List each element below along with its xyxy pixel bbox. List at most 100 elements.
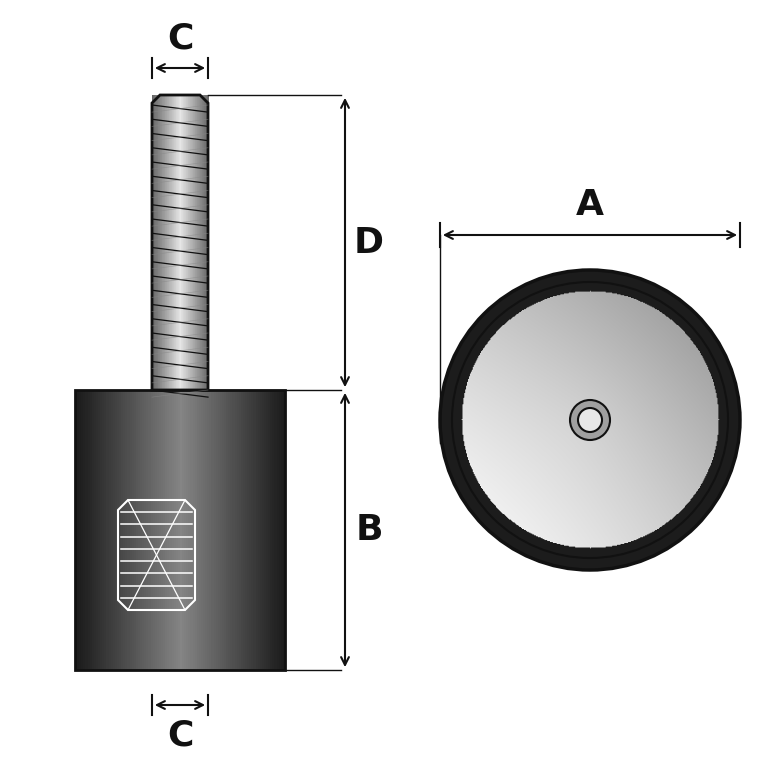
Bar [170, 95, 172, 390]
Bar [171, 95, 173, 390]
Bar [94, 390, 97, 670]
Bar [241, 390, 244, 670]
Bar [210, 390, 213, 670]
Bar [153, 95, 155, 390]
Bar [222, 390, 225, 670]
Bar [260, 390, 263, 670]
Bar [90, 390, 93, 670]
Bar [256, 390, 259, 670]
Bar [189, 95, 191, 390]
Bar [203, 95, 205, 390]
Bar [186, 390, 189, 670]
Bar [191, 95, 193, 390]
Bar [144, 390, 147, 670]
Bar [190, 95, 192, 390]
Bar [245, 390, 249, 670]
Bar [179, 95, 181, 390]
Bar [102, 390, 105, 670]
Bar [174, 95, 175, 390]
Bar [183, 95, 185, 390]
Bar [96, 390, 99, 670]
Bar [247, 390, 250, 670]
Bar [140, 390, 143, 670]
Bar [165, 95, 167, 390]
Bar [218, 390, 221, 670]
Bar [174, 95, 176, 390]
Bar [195, 390, 198, 670]
Bar [270, 390, 273, 670]
Bar [201, 95, 203, 390]
Bar [167, 95, 168, 390]
Bar [134, 390, 137, 670]
Bar [176, 390, 179, 670]
Bar [173, 95, 174, 390]
Bar [231, 390, 234, 670]
Text: D: D [354, 225, 384, 259]
Bar [184, 95, 186, 390]
Bar [205, 390, 208, 670]
Bar [177, 95, 178, 390]
Bar [150, 390, 153, 670]
Bar [202, 95, 203, 390]
Bar [170, 390, 173, 670]
Bar [169, 95, 171, 390]
Bar [178, 95, 180, 390]
Bar [182, 95, 184, 390]
Bar [197, 390, 200, 670]
Bar [199, 95, 201, 390]
Bar [162, 95, 164, 390]
Bar [262, 390, 265, 670]
Bar [228, 390, 231, 670]
Bar [163, 95, 164, 390]
Bar [280, 390, 284, 670]
Bar [149, 390, 152, 670]
Bar [176, 95, 178, 390]
Bar [77, 390, 80, 670]
Bar [264, 390, 267, 670]
Bar [86, 390, 89, 670]
Bar [205, 95, 206, 390]
Bar [153, 95, 154, 390]
Bar [239, 390, 242, 670]
Bar [163, 95, 165, 390]
Bar [196, 95, 197, 390]
Bar [216, 390, 219, 670]
Bar [191, 95, 192, 390]
Bar [79, 390, 83, 670]
Circle shape [570, 400, 610, 440]
Bar [201, 390, 204, 670]
Bar [128, 390, 131, 670]
Bar [180, 390, 183, 670]
Bar [164, 95, 166, 390]
Bar [108, 390, 111, 670]
Bar [252, 390, 255, 670]
Bar [161, 390, 164, 670]
Bar [274, 390, 277, 670]
Bar [165, 390, 168, 670]
Bar [167, 95, 169, 390]
Bar [98, 390, 101, 670]
Bar [192, 95, 194, 390]
Bar [181, 95, 182, 390]
Bar [194, 95, 196, 390]
Bar [279, 390, 282, 670]
Circle shape [440, 270, 740, 570]
Bar [111, 390, 114, 670]
Bar [154, 95, 156, 390]
Bar [206, 95, 207, 390]
Bar [160, 95, 161, 390]
Bar [172, 95, 174, 390]
Bar [189, 390, 192, 670]
Bar [171, 95, 173, 390]
Bar [171, 390, 174, 670]
Bar [157, 390, 160, 670]
Bar [200, 95, 202, 390]
Bar [180, 95, 182, 390]
Bar [92, 390, 95, 670]
Bar [220, 390, 223, 670]
Text: C: C [167, 718, 193, 752]
Bar [152, 95, 153, 390]
Bar [175, 95, 177, 390]
Bar [268, 390, 271, 670]
Bar [191, 390, 194, 670]
